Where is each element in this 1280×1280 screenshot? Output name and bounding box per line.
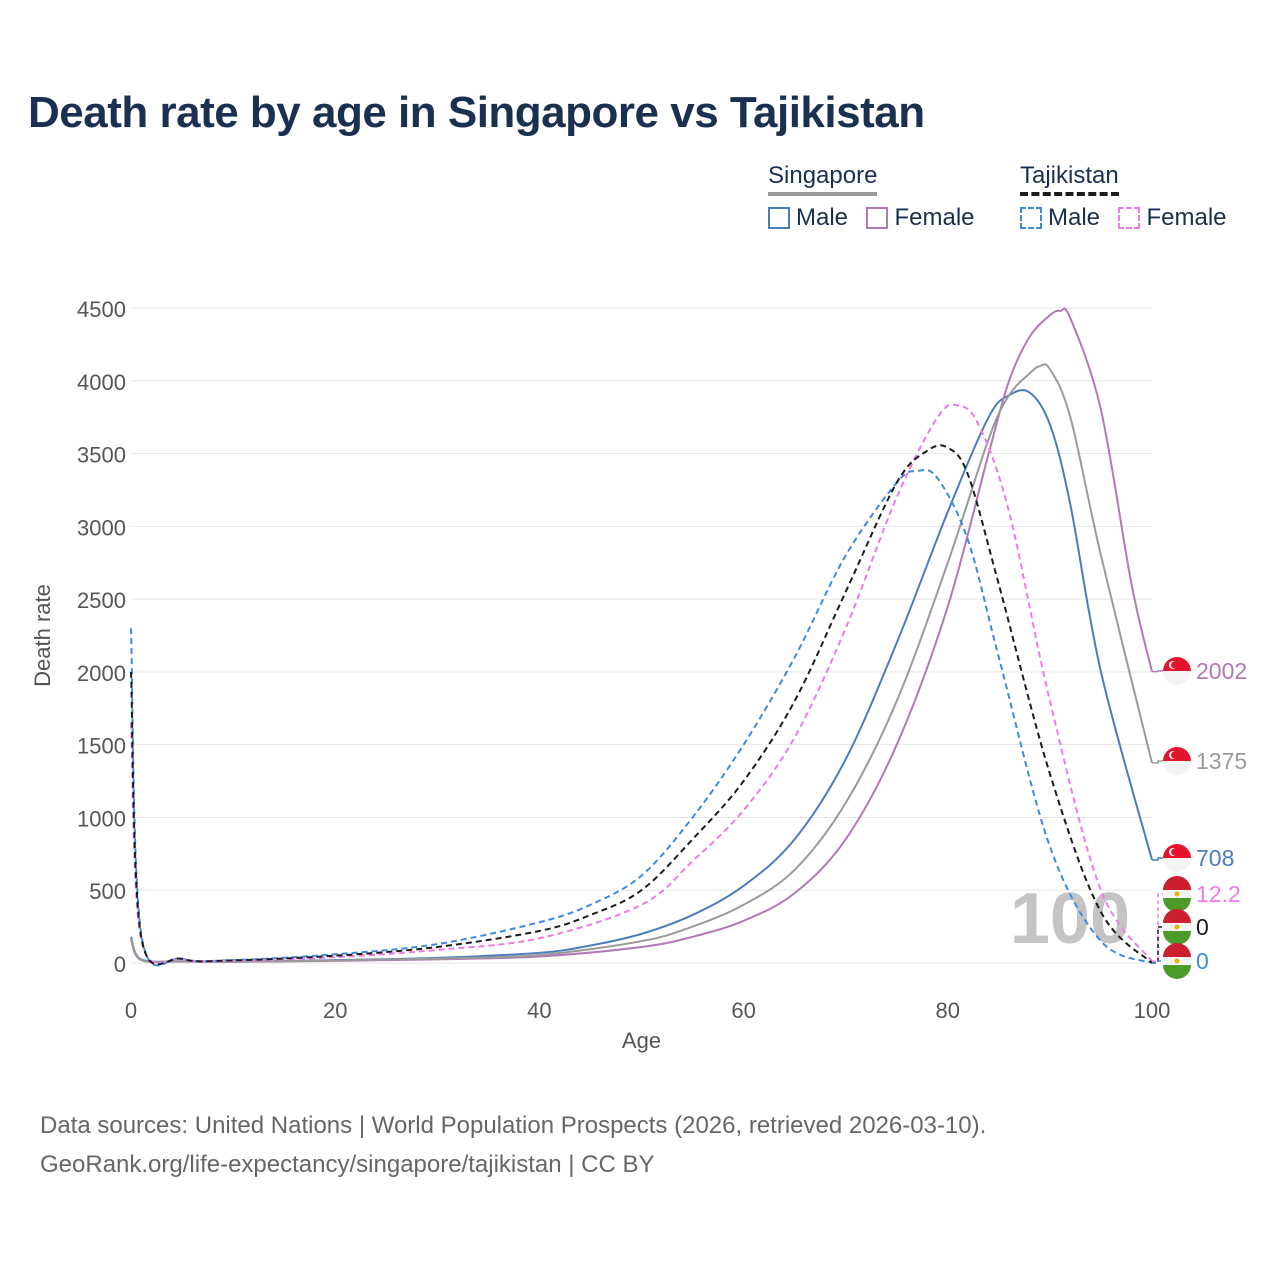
legend-label-tajikistan-female: Female [1146, 204, 1227, 231]
end-connector-tajikistan-female [1152, 893, 1164, 962]
flag-crescent-cut [1171, 848, 1178, 856]
flag-crown [1174, 958, 1180, 964]
end-value-label-tajikistan-total: 0 [1196, 914, 1209, 940]
legend-group-tajikistan: Tajikistan Male Female [1020, 162, 1227, 232]
tajikistan-flag-icon [1163, 909, 1191, 945]
flag-white-half [1163, 858, 1191, 872]
y-tick-label-3: 1500 [77, 734, 126, 759]
legend-group-singapore: Singapore Male Female [768, 162, 989, 232]
tajikistan-flag-icon [1163, 876, 1191, 912]
series-line-tajikistan-male [130, 468, 1153, 967]
y-tick-label-4: 2000 [77, 661, 126, 686]
highlight-age-label: 100 [1010, 879, 1130, 959]
legend-label-singapore-female: Female [894, 204, 975, 231]
legend-singapore-female[interactable]: Female [866, 204, 975, 232]
y-tick-label-1: 500 [89, 879, 126, 904]
x-axis-label: Age [622, 1028, 661, 1053]
end-connector-tajikistan-male [1152, 960, 1164, 964]
flag-green-band [1163, 898, 1191, 912]
y-tick-label-6: 3000 [77, 515, 126, 540]
x-tick-label-1: 20 [323, 998, 347, 1023]
legend-swatch-tajikistan-male [1020, 207, 1042, 229]
y-tick-label-9: 4500 [77, 297, 126, 322]
flag-green-band [1163, 965, 1191, 979]
series-line-tajikistan-female [130, 403, 1153, 964]
legend-tajikistan-male[interactable]: Male [1020, 204, 1100, 232]
flag-crescent-cut [1171, 751, 1178, 759]
end-value-label-tajikistan-female: 12.2 [1196, 881, 1241, 907]
end-connector-singapore-male [1152, 857, 1164, 861]
singapore-flag-icon [1163, 844, 1191, 872]
legend-swatch-singapore-female [866, 207, 889, 229]
series-line-tajikistan-total [130, 444, 1153, 966]
end-connector-singapore-female [1152, 670, 1164, 673]
series-line-singapore-female [130, 307, 1153, 964]
flag-white-half [1163, 671, 1191, 685]
end-connector-singapore-total [1152, 760, 1164, 764]
flag-crown [1174, 891, 1180, 897]
x-tick-label-5: 100 [1134, 998, 1171, 1023]
x-tick-label-3: 60 [731, 998, 755, 1023]
x-tick-label-4: 80 [936, 998, 960, 1023]
y-tick-label-7: 3500 [77, 443, 126, 468]
y-tick-label-0: 0 [114, 952, 126, 977]
series-line-singapore-total [130, 363, 1153, 963]
footer: Data sources: United Nations | World Pop… [40, 1106, 986, 1184]
x-tick-label-2: 40 [527, 998, 551, 1023]
end-value-label-singapore-female: 2002 [1196, 658, 1247, 684]
flag-red-band [1163, 943, 1191, 957]
legend-label-singapore-male: Male [796, 204, 849, 231]
end-value-label-tajikistan-male: 0 [1196, 948, 1209, 974]
legend-label-tajikistan-male: Male [1048, 204, 1101, 231]
data-source-note: Data sources: United Nations | World Pop… [40, 1112, 987, 1139]
legend-swatch-singapore-male [768, 207, 790, 229]
x-tick-label-0: 0 [125, 998, 137, 1023]
y-axis-label: Death rate [30, 584, 55, 687]
chart-title: Death rate by age in Singapore vs Tajiki… [28, 88, 925, 137]
tajikistan-flag-icon [1163, 943, 1191, 979]
end-value-label-singapore-total: 1375 [1196, 748, 1247, 774]
singapore-flag-icon [1163, 657, 1191, 685]
legend-country-singapore: Singapore [768, 162, 878, 196]
source-link[interactable]: GeoRank.org/life-expectancy/singapore/ta… [40, 1151, 655, 1178]
y-tick-label-8: 4000 [77, 370, 126, 395]
flag-crown [1174, 924, 1180, 930]
flag-red-band [1163, 909, 1191, 923]
legend-swatch-tajikistan-female [1118, 207, 1141, 229]
legend-tajikistan-female[interactable]: Female [1118, 204, 1227, 232]
flag-green-band [1163, 931, 1191, 945]
flag-crescent-cut [1171, 661, 1178, 669]
legend-country-tajikistan: Tajikistan [1020, 162, 1119, 196]
y-tick-label-5: 2500 [77, 588, 126, 613]
flag-red-band [1163, 876, 1191, 890]
legend-singapore-male[interactable]: Male [768, 204, 848, 232]
flag-white-half [1163, 761, 1191, 775]
end-value-label-singapore-male: 708 [1196, 845, 1234, 871]
y-tick-label-2: 1000 [77, 806, 126, 831]
singapore-flag-icon [1163, 747, 1191, 775]
